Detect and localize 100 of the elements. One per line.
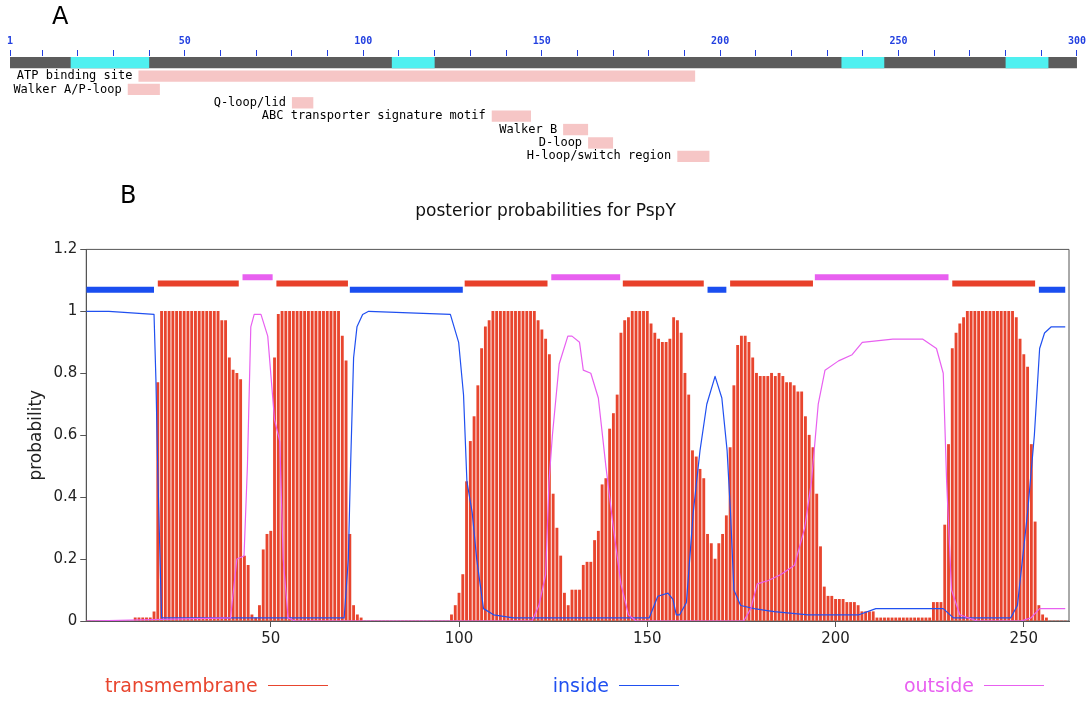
bar	[871, 611, 875, 621]
bar	[70, 57, 150, 69]
bar	[291, 97, 314, 109]
bar	[977, 311, 981, 621]
bar	[138, 70, 696, 82]
bar	[337, 311, 340, 621]
bar	[186, 311, 190, 621]
bar	[773, 376, 777, 621]
y-tick-label: H-loop/switch region	[526, 148, 672, 163]
bar	[295, 311, 299, 621]
y-tick-label: Q-loop/lid	[213, 94, 286, 109]
bar	[491, 311, 495, 621]
bar	[664, 341, 668, 621]
y-tick-label: 0.6	[53, 425, 78, 444]
bar	[194, 311, 197, 621]
bar	[924, 617, 928, 621]
bar	[935, 602, 939, 621]
bar	[830, 595, 834, 621]
bar	[235, 372, 239, 621]
bar	[984, 311, 988, 621]
bar	[898, 617, 901, 621]
bar	[849, 602, 853, 621]
bar	[160, 311, 163, 621]
bar	[167, 311, 171, 621]
bar	[920, 617, 924, 621]
bar	[777, 372, 781, 621]
bar	[781, 376, 785, 621]
bar	[677, 150, 710, 162]
chart-title: posterior probabilities for PspY	[415, 199, 677, 220]
x-tick-label: 100	[354, 34, 373, 46]
bar	[868, 611, 871, 621]
bar	[182, 311, 186, 621]
bar	[642, 311, 645, 621]
bar	[905, 617, 909, 621]
bar	[841, 57, 885, 69]
bar	[588, 137, 614, 149]
x-tick-label: 150	[532, 34, 551, 46]
bar	[758, 376, 762, 621]
bar	[788, 382, 792, 621]
y-tick-label: 0	[67, 610, 78, 629]
bar	[630, 311, 634, 621]
bar	[800, 391, 804, 621]
bar	[510, 311, 514, 621]
bar	[980, 311, 984, 621]
y-tick-label: Walker A/P-loop	[13, 81, 122, 96]
x-tick-label: 250	[1009, 628, 1039, 647]
bar	[224, 320, 227, 621]
bar	[303, 311, 307, 621]
bar	[770, 372, 773, 621]
bar	[623, 320, 627, 621]
bar	[675, 320, 679, 621]
bar	[999, 311, 1003, 621]
x-tick-label: 1	[6, 34, 14, 46]
bar	[212, 311, 216, 621]
bar	[532, 311, 536, 621]
bar	[276, 314, 280, 621]
bar	[525, 311, 529, 621]
bar	[333, 311, 337, 621]
bar	[837, 598, 841, 621]
bar	[284, 311, 288, 621]
bar	[996, 311, 999, 621]
bar	[792, 385, 796, 621]
bar	[856, 605, 860, 621]
bar	[205, 311, 209, 621]
bar	[491, 110, 531, 122]
bar	[1005, 57, 1049, 69]
bar	[322, 311, 325, 621]
bar	[901, 617, 905, 621]
text: A	[52, 2, 69, 30]
x-tick-label: 100	[444, 628, 474, 647]
bar	[739, 335, 743, 621]
bar	[299, 311, 303, 621]
bar	[495, 311, 499, 621]
bar	[645, 311, 649, 621]
y-tick-label: ABC transporter signature motif	[261, 108, 486, 123]
bar	[841, 598, 845, 621]
x-tick-label: 50	[178, 34, 191, 46]
x-tick-label: 50	[261, 628, 281, 647]
bar	[306, 311, 310, 621]
bar	[909, 617, 913, 621]
bar	[178, 311, 182, 621]
y-tick-label: 1.2	[53, 239, 78, 258]
bar	[913, 617, 917, 621]
y-tick-label: 1	[67, 301, 78, 320]
bar	[391, 57, 435, 69]
x-tick-label: 300	[1067, 34, 1086, 46]
bar	[660, 341, 664, 621]
y-tick-label: 0.4	[53, 487, 78, 506]
bar	[992, 311, 996, 621]
bar	[310, 311, 314, 621]
bar	[973, 311, 977, 621]
x-tick-label: 200	[821, 628, 850, 647]
bar	[514, 311, 517, 621]
y-tick-label: 0.2	[53, 548, 78, 567]
bar	[163, 311, 167, 621]
bar	[886, 617, 890, 621]
bar	[563, 123, 589, 136]
legend-label: inside	[552, 674, 609, 696]
y-tick-label: D-loop	[538, 135, 583, 150]
y-tick-label: Walker B	[499, 121, 558, 136]
